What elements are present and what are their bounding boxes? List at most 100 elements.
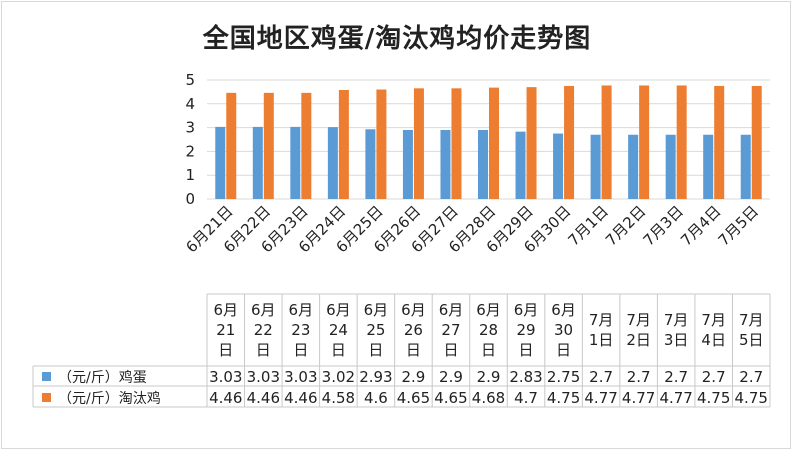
bar-egg — [402, 129, 413, 199]
table-header-text: 日 — [256, 341, 271, 359]
table-header-text: 日 — [331, 341, 346, 359]
bar-egg — [215, 126, 226, 199]
table-header-text: 7月 — [626, 311, 651, 329]
table-header-text: 6月 — [326, 301, 351, 319]
table-header-text: 6月 — [251, 301, 276, 319]
table-header-text: 日 — [519, 341, 534, 359]
bar-hen — [263, 92, 274, 199]
bar-hen — [451, 88, 462, 199]
data-label: 2.7 — [702, 368, 726, 386]
data-label: 4.77 — [584, 389, 617, 407]
bar-hen — [226, 92, 237, 199]
data-label: 4.46 — [209, 389, 242, 407]
bar-hen — [376, 89, 387, 199]
y-tick-label: 5 — [185, 71, 195, 89]
bar-hen — [301, 92, 312, 199]
data-label: 4.75 — [547, 389, 580, 407]
table-header-text: 6月 — [476, 301, 501, 319]
table-header-text: 日 — [443, 341, 458, 359]
data-label: 4.77 — [622, 389, 655, 407]
bar-egg — [628, 134, 639, 199]
data-label: 2.9 — [402, 368, 426, 386]
table-header-text: 7月 — [589, 311, 614, 329]
table-header-text: 7月 — [701, 311, 726, 329]
data-label: 4.77 — [659, 389, 692, 407]
table-header-text: 日 — [368, 341, 383, 359]
bar-egg — [327, 127, 338, 199]
category-label: 7月3日 — [640, 202, 687, 249]
table-header-text: 4日 — [701, 331, 726, 349]
bar-egg — [290, 126, 301, 199]
data-label: 2.7 — [664, 368, 688, 386]
legend-key-egg — [42, 372, 51, 381]
data-label: 4.75 — [697, 389, 730, 407]
bar-egg — [590, 134, 601, 199]
y-tick-label: 2 — [185, 142, 195, 160]
bar-egg — [440, 129, 451, 199]
table-header-text: 日 — [218, 341, 233, 359]
data-label: 2.93 — [359, 368, 392, 386]
data-label: 2.75 — [547, 368, 580, 386]
bar-egg — [252, 126, 263, 199]
data-label: 4.46 — [284, 389, 317, 407]
bar-egg — [515, 131, 526, 199]
table-header-text: 日 — [481, 341, 496, 359]
table-header-text: 28 — [479, 321, 498, 339]
table-header-text: 3日 — [664, 331, 689, 349]
bar-egg — [740, 134, 751, 199]
category-label: 7月1日 — [564, 202, 611, 249]
category-label: 7月5日 — [715, 202, 762, 249]
bar-hen — [413, 88, 424, 199]
data-label: 3.03 — [209, 368, 242, 386]
data-label: 4.58 — [322, 389, 355, 407]
bar-hen — [751, 85, 762, 199]
data-label: 2.9 — [477, 368, 501, 386]
table-header-text: 7月 — [739, 311, 764, 329]
table-header-text: 6月 — [289, 301, 314, 319]
y-tick-label: 0 — [185, 190, 195, 208]
legend-label: （元/斤）淘汰鸡 — [58, 390, 161, 407]
table-header-text: 30 — [554, 321, 573, 339]
data-label: 4.7 — [514, 389, 538, 407]
category-label: 7月4日 — [677, 202, 724, 249]
bar-hen — [714, 85, 725, 199]
data-label: 2.83 — [509, 368, 542, 386]
table-header-text: 29 — [516, 321, 535, 339]
table-header-text: 2日 — [626, 331, 651, 349]
chart-title: 全国地区鸡蛋/淘汰鸡均价走势图 — [202, 24, 592, 54]
table-header-text: 24 — [329, 321, 348, 339]
data-label: 2.7 — [739, 368, 763, 386]
table-header-text: 6月 — [213, 301, 238, 319]
data-label: 2.9 — [439, 368, 463, 386]
table-header-text: 25 — [366, 321, 385, 339]
bar-egg — [365, 129, 376, 199]
data-label: 4.46 — [247, 389, 280, 407]
table-header-text: 日 — [556, 341, 571, 359]
table-header-text: 1日 — [589, 331, 614, 349]
table-header-text: 5日 — [739, 331, 764, 349]
table-header-text: 22 — [254, 321, 273, 339]
table-header-text: 7月 — [664, 311, 689, 329]
data-label: 4.6 — [364, 389, 388, 407]
category-label: 7月2日 — [602, 202, 649, 249]
bar-egg — [478, 129, 488, 199]
legend-key-hen — [42, 393, 51, 402]
table-header-text: 6月 — [401, 301, 426, 319]
table-header-text: 21 — [216, 321, 235, 339]
table-header-text: 26 — [404, 321, 423, 339]
data-label: 4.68 — [472, 389, 505, 407]
y-tick-label: 3 — [185, 119, 195, 137]
bar-hen — [564, 85, 575, 199]
bar-egg — [703, 134, 714, 199]
table-header-text: 日 — [406, 341, 421, 359]
data-label: 4.65 — [434, 389, 467, 407]
table-header-text: 6月 — [551, 301, 576, 319]
data-label: 3.03 — [284, 368, 317, 386]
table-header-text: 6月 — [514, 301, 539, 319]
bar-hen — [338, 89, 349, 199]
data-label: 4.65 — [397, 389, 430, 407]
bar-hen — [489, 87, 499, 199]
data-label: 4.75 — [735, 389, 768, 407]
table-header-text: 27 — [441, 321, 460, 339]
